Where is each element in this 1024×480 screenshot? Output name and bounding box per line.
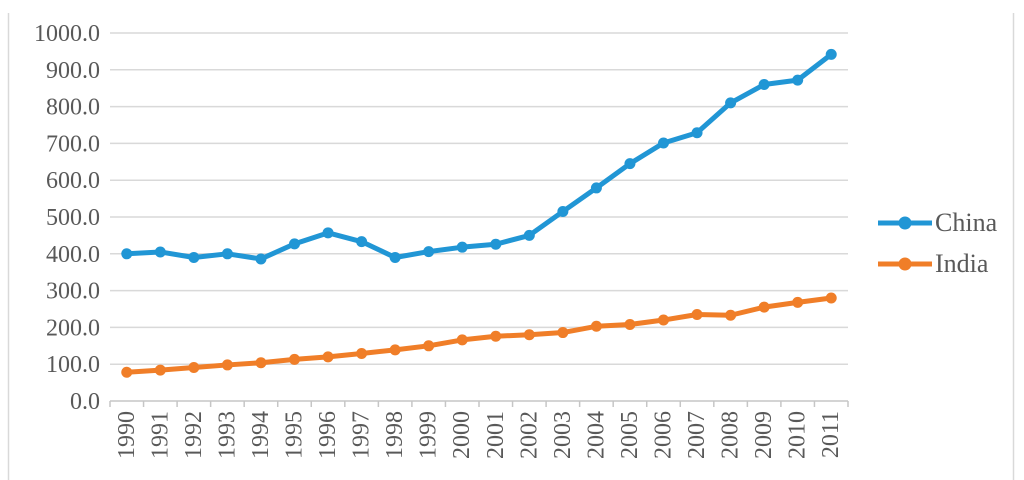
x-tick-label: 1992	[181, 411, 207, 459]
y-tick-label: 900.0	[46, 58, 100, 84]
x-tick-label: 2008	[718, 411, 744, 459]
india-series-marker	[792, 296, 804, 308]
china-series-marker	[792, 74, 804, 86]
china-series-marker	[725, 97, 737, 109]
india-series-marker	[658, 314, 669, 326]
y-tick-label: 700.0	[46, 131, 100, 157]
china-series-marker	[557, 205, 569, 217]
india-series-marker	[557, 327, 569, 339]
china-series-marker	[221, 248, 233, 260]
china-series-marker	[121, 248, 133, 260]
india-series-marker	[758, 301, 770, 313]
india-series-marker	[456, 334, 468, 346]
india-series-marker	[691, 309, 703, 321]
legend: China India	[877, 209, 997, 278]
china-series-marker	[188, 251, 200, 263]
india-series-marker	[825, 292, 837, 304]
china-series-marker	[255, 253, 267, 265]
china-series-marker	[658, 137, 669, 149]
china-series-marker	[490, 238, 502, 250]
x-tick-label: 2009	[751, 411, 777, 459]
india-series-marker	[289, 353, 300, 365]
x-tick-label: 2003	[550, 411, 576, 459]
y-tick-label: 200.0	[46, 315, 100, 341]
y-tick-label: 300.0	[46, 279, 100, 305]
india-series-marker	[121, 366, 133, 378]
china-series-marker	[389, 251, 401, 263]
x-tick-label: 2005	[617, 411, 643, 459]
india-series-marker	[322, 351, 334, 363]
china-series-marker	[624, 158, 636, 170]
india-series-marker	[154, 364, 166, 376]
china-legend-marker-icon	[878, 216, 932, 230]
x-tick-label: 2010	[785, 411, 811, 459]
china-series-marker	[356, 236, 368, 248]
x-tick-label: 1997	[349, 411, 375, 459]
x-tick-label: 1990	[114, 411, 140, 459]
x-tick-label: 1995	[282, 411, 308, 459]
y-tick-label: 500.0	[46, 205, 100, 231]
china-series-marker	[289, 238, 300, 250]
china-series-marker	[523, 229, 535, 241]
y-tick-label: 400.0	[46, 242, 100, 268]
india-series-marker	[389, 344, 401, 356]
legend-item-india: India	[877, 250, 997, 278]
india-legend-marker-icon	[878, 257, 932, 271]
x-tick-label: 1996	[315, 411, 341, 459]
x-tick-label: 1994	[248, 411, 274, 459]
x-tick-label: 1999	[416, 411, 442, 459]
india-series-marker	[255, 357, 267, 369]
india-series-marker	[423, 340, 435, 352]
china-series-marker	[758, 79, 770, 91]
india-series-marker	[590, 320, 602, 332]
y-tick-label: 1000.0	[34, 21, 100, 47]
x-tick-label: 2000	[449, 411, 475, 459]
x-tick-label: 2011	[818, 411, 844, 458]
x-tick-label: 2004	[583, 411, 609, 459]
china-series-marker	[590, 182, 602, 194]
x-tick-label: 2001	[483, 411, 509, 459]
legend-label-china: China	[935, 208, 998, 237]
china-series-marker	[825, 48, 837, 60]
china-series-marker	[154, 246, 166, 258]
x-tick-label: 1993	[214, 411, 240, 459]
y-tick-label: 0.0	[70, 389, 100, 415]
x-tick-label: 2007	[684, 411, 710, 459]
india-series-marker	[188, 362, 200, 374]
china-series-line	[124, 51, 834, 262]
india-series-marker	[221, 359, 233, 371]
legend-item-china: China	[877, 209, 997, 237]
legend-label-india: India	[935, 249, 989, 278]
x-tick-label: 1998	[382, 411, 408, 459]
y-tick-label: 100.0	[46, 352, 100, 378]
india-series-marker	[523, 329, 535, 341]
india-series-marker	[725, 309, 737, 321]
india-series-marker	[624, 318, 636, 330]
india-series-marker	[490, 330, 502, 342]
x-tick-label: 2002	[516, 411, 542, 459]
india-series-line	[124, 295, 834, 375]
x-tick-label: 1991	[147, 411, 173, 459]
y-tick-label: 800.0	[46, 95, 100, 121]
china-series-marker	[423, 246, 435, 258]
india-series-marker	[356, 348, 368, 360]
china-series-marker	[456, 241, 468, 253]
china-series-marker	[322, 227, 334, 239]
y-tick-label: 600.0	[46, 168, 100, 194]
x-tick-label: 2006	[651, 411, 677, 459]
china-series-marker	[691, 127, 703, 139]
